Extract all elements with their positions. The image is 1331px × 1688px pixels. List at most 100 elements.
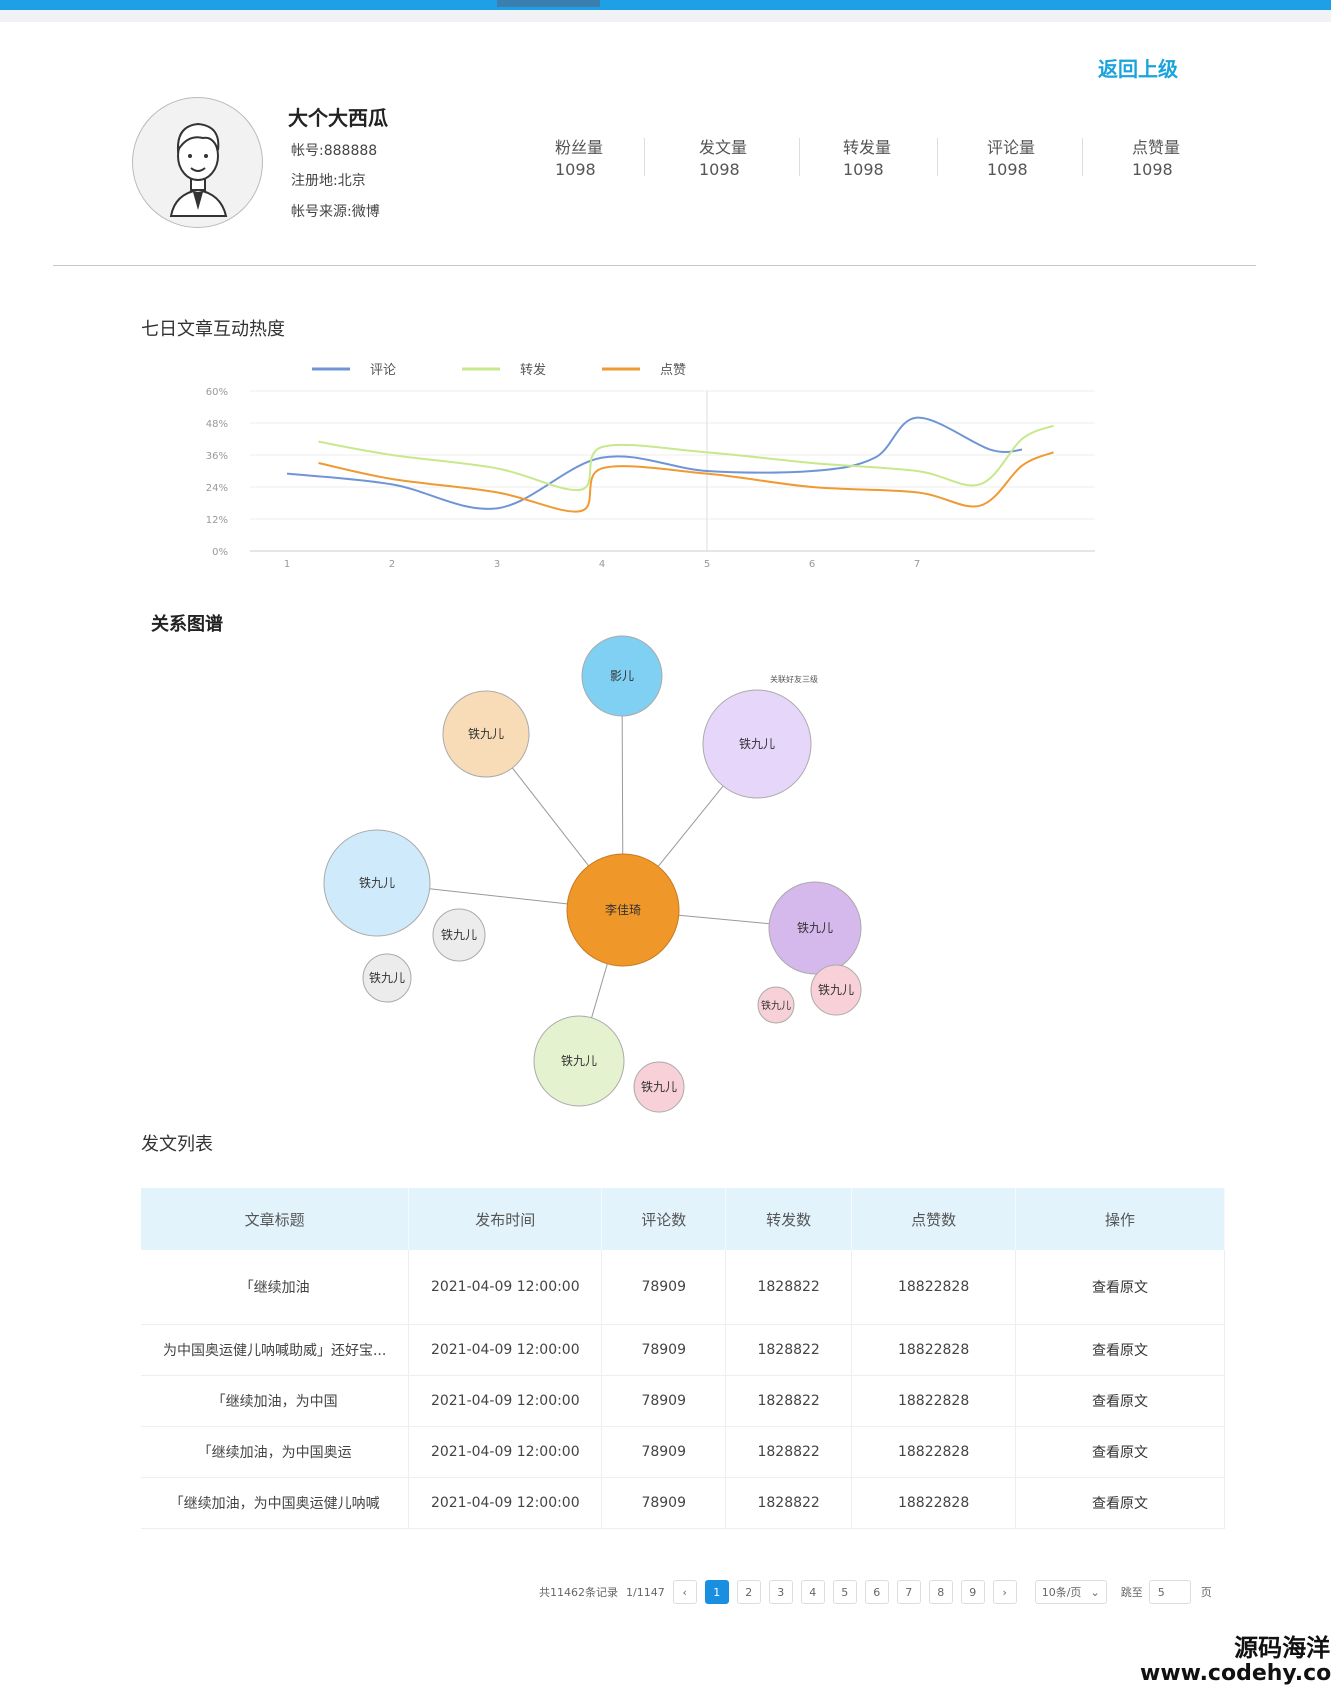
pagination-page-of: 1/1147 (626, 1585, 665, 1599)
series-line-评论 (286, 416, 1023, 510)
graph-title: 关系图谱 (151, 614, 223, 635)
graph-node-label: 铁九儿 (561, 1054, 597, 1068)
posts-table: 文章标题 发布时间 评论数 转发数 点赞数 操作 「继续加油 2021-04-0… (141, 1188, 1225, 1529)
graph-node-label: 铁九儿 (468, 727, 504, 741)
table-row: 「继续加油，为中国 2021-04-09 12:00:00 78909 1828… (141, 1375, 1225, 1427)
graph-node (362, 953, 412, 1003)
x-tick-label: 2 (389, 559, 395, 570)
graph-node (633, 1061, 685, 1113)
table-row: 「继续加油 2021-04-09 12:00:00 78909 1828822 … (141, 1250, 1225, 1325)
cell-likes: 18822828 (851, 1250, 1017, 1325)
view-original-link[interactable]: 查看原文 (1015, 1375, 1225, 1427)
interaction-line-chart: 0% 12% 24% 36% 48% 60% 1 2 3 4 5 6 7 评论 转发 点赞 (206, 362, 1095, 570)
list-title: 发文列表 (141, 1134, 213, 1155)
avatar-illustration (169, 122, 228, 217)
legend-label: 转发 (520, 362, 546, 378)
cell-comments: 78909 (601, 1250, 727, 1325)
x-tick-label: 6 (809, 559, 815, 570)
y-tick-label: 48% (206, 419, 228, 430)
cell-title: 「继续加油，为中国奥运健儿呐喊 (141, 1477, 410, 1529)
legend-label: 点赞 (660, 363, 686, 378)
watermark: 源码海洋网 www.codehy.com (1140, 1635, 1331, 1687)
table-header-row: 文章标题 发布时间 评论数 转发数 点赞数 操作 (141, 1188, 1225, 1250)
cell-reposts: 1828822 (725, 1324, 853, 1376)
graph-node (442, 690, 530, 778)
y-tick-label: 12% (206, 515, 228, 526)
stat-label: 发文量 (699, 138, 748, 157)
cell-likes: 18822828 (851, 1324, 1017, 1376)
page-button-2[interactable]: 2 (736, 1580, 761, 1604)
stat-likes: 点赞量 1098 (1132, 137, 1180, 181)
active-nav-tab[interactable] (497, 0, 600, 7)
page-button-4[interactable]: 4 (800, 1580, 825, 1604)
legend-label: 评论 (370, 363, 396, 378)
graph-node (757, 986, 795, 1024)
cell-time: 2021-04-09 12:00:00 (408, 1375, 603, 1427)
stat-label: 转发量 (843, 138, 892, 157)
watermark-name: 源码海洋网 (1234, 1634, 1331, 1662)
page-button-6[interactable]: 6 (864, 1580, 889, 1604)
jump-page-input[interactable]: 5 (1148, 1580, 1191, 1604)
graph-node-label: 铁九儿 (359, 876, 395, 890)
cell-time: 2021-04-09 12:00:00 (408, 1477, 603, 1529)
watermark-url: www.codehy.com (1140, 1661, 1331, 1686)
col-title: 文章标题 (141, 1188, 410, 1250)
graph-node-label: 铁九儿 (369, 971, 405, 985)
page-suffix: 页 (1200, 1586, 1212, 1599)
graph-node-label: 影儿 (610, 669, 634, 683)
back-link[interactable]: 返回上级 (1098, 57, 1178, 81)
col-time: 发布时间 (408, 1188, 603, 1250)
cell-reposts: 1828822 (725, 1477, 853, 1529)
stat-value: 1098 (987, 160, 1028, 179)
profile-source: 帐号来源:微博 (291, 204, 380, 220)
cell-likes: 18822828 (851, 1375, 1017, 1427)
cell-reposts: 1828822 (725, 1250, 853, 1325)
cell-likes: 18822828 (851, 1426, 1017, 1478)
stat-label: 粉丝量 (555, 138, 604, 157)
x-tick-label: 4 (599, 559, 605, 570)
page-button-1[interactable]: 1 (704, 1580, 729, 1604)
graph-node (581, 635, 663, 717)
col-likes: 点赞数 (851, 1188, 1017, 1250)
stat-divider (799, 138, 800, 176)
page-button-7[interactable]: 7 (896, 1580, 921, 1604)
x-tick-label: 1 (284, 559, 290, 570)
view-original-link[interactable]: 查看原文 (1015, 1477, 1225, 1529)
page-button-3[interactable]: 3 (768, 1580, 793, 1604)
chart-title: 七日文章互动热度 (141, 319, 285, 340)
graph-center-label: 李佳琦 (605, 902, 641, 917)
cell-title: 「继续加油，为中国奥运 (141, 1426, 410, 1478)
view-original-link[interactable]: 查看原文 (1015, 1324, 1225, 1376)
cell-time: 2021-04-09 12:00:00 (408, 1426, 603, 1478)
stat-value: 1098 (843, 160, 884, 179)
graph-node (432, 908, 486, 962)
y-tick-label: 36% (206, 451, 228, 462)
view-original-link[interactable]: 查看原文 (1015, 1426, 1225, 1478)
next-page-button[interactable]: › (992, 1580, 1017, 1604)
section-divider (53, 265, 1256, 266)
view-original-link[interactable]: 查看原文 (1015, 1250, 1225, 1325)
page-button-5[interactable]: 5 (832, 1580, 857, 1604)
stat-divider (1082, 138, 1083, 176)
cell-reposts: 1828822 (725, 1426, 853, 1478)
page-button-9[interactable]: 9 (960, 1580, 985, 1604)
col-comments: 评论数 (601, 1188, 727, 1250)
chevron-down-icon: ⌄ (1090, 1585, 1100, 1599)
x-tick-label: 7 (914, 559, 920, 570)
prev-page-button[interactable]: ‹ (672, 1580, 697, 1604)
graph-node (810, 964, 862, 1016)
stat-value: 1098 (699, 160, 740, 179)
graph-node-label: 铁九儿 (818, 983, 854, 997)
series-line-转发 (318, 424, 1054, 492)
graph-node-label: 铁九儿 (641, 1080, 677, 1094)
graph-node-label: 铁九儿 (739, 737, 775, 751)
table-row: 「继续加油，为中国奥运健儿呐喊 2021-04-09 12:00:00 7890… (141, 1477, 1225, 1529)
col-action: 操作 (1015, 1188, 1225, 1250)
cell-title: 为中国奥运健儿呐喊助威」还好宝... (141, 1324, 410, 1376)
page-button-8[interactable]: 8 (928, 1580, 953, 1604)
stat-reposts: 转发量 1098 (843, 137, 891, 181)
cell-likes: 18822828 (851, 1477, 1017, 1529)
cell-reposts: 1828822 (725, 1375, 853, 1427)
stat-divider (644, 138, 645, 176)
page-size-select[interactable]: 10条/页 ⌄ (1034, 1580, 1107, 1604)
